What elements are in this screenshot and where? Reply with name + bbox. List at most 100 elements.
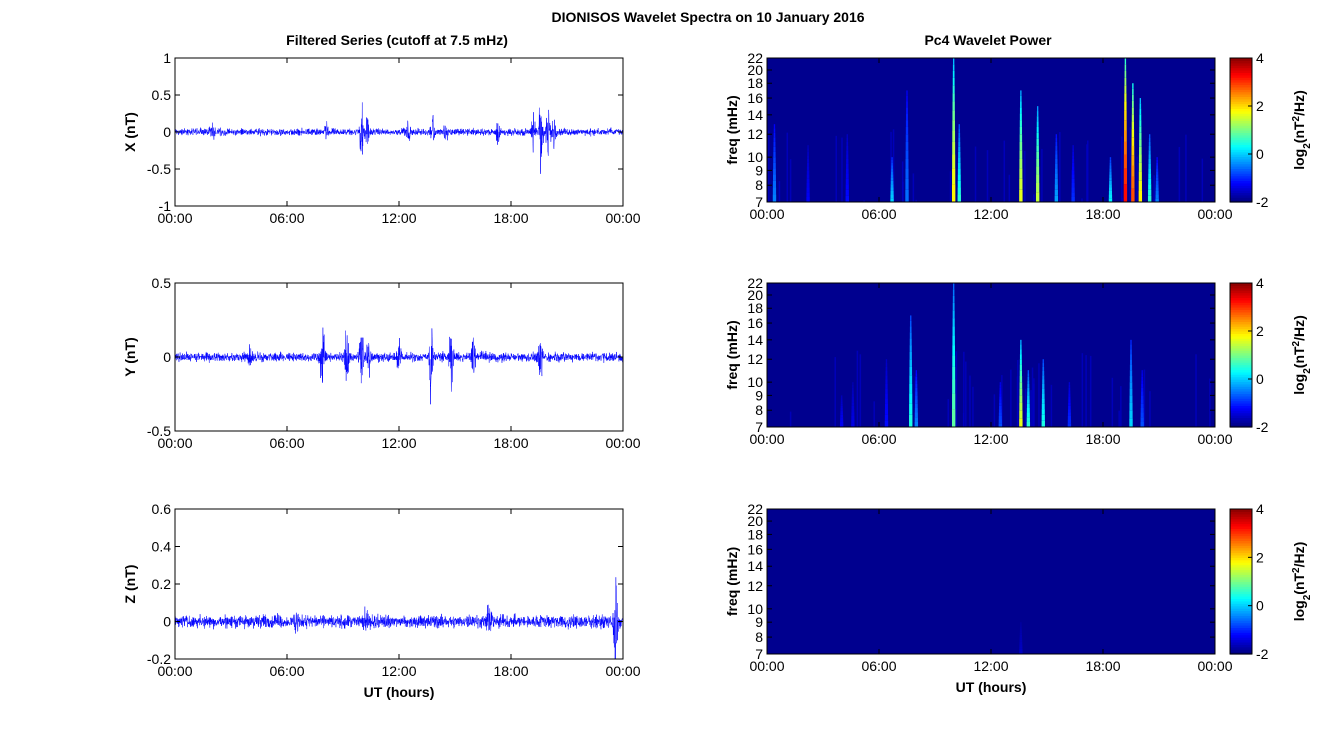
x-wavelet-feature: [1072, 158, 1075, 163]
y-wavelet-feature: [952, 335, 955, 346]
x-wavelet-streak: [892, 129, 895, 202]
z-wavelet-colorbar-segment: [1230, 608, 1252, 612]
z-wavelet-colorbar-segment: [1230, 528, 1252, 532]
x-wavelet-feature: [806, 174, 810, 179]
x-wavelet-feature: [952, 93, 955, 102]
x-wavelet-feature: [1071, 170, 1075, 175]
y-wavelet-feature: [1019, 376, 1023, 383]
y-wavelet-ytick-label: 7: [755, 419, 763, 435]
y-wavelet-feature: [885, 398, 888, 404]
x-wavelet-feature: [1109, 174, 1112, 178]
y-wavelet-ytick-label: 10: [747, 374, 763, 390]
x-wavelet-colorbar-segment: [1230, 151, 1252, 155]
y-wavelet-feature: [909, 393, 913, 404]
y-wavelet-feature: [998, 412, 1002, 416]
x-series-xtick-label: 00:00: [157, 210, 192, 226]
x-wavelet-feature: [1055, 168, 1058, 174]
y-wavelet-colorbar-segment: [1230, 417, 1252, 421]
x-wavelet-feature: [1156, 168, 1159, 172]
x-wavelet-streak: [949, 171, 952, 202]
x-wavelet-feature: [806, 178, 810, 183]
z-wavelet-ytick-label: 10: [747, 601, 763, 617]
x-wavelet-feature: [906, 95, 908, 102]
y-wavelet-colorbar-segment: [1230, 304, 1252, 308]
y-wavelet-streak: [1031, 367, 1034, 427]
z-series-ytick-label: 0: [163, 614, 171, 630]
y-wavelet-colorbar-segment: [1230, 395, 1252, 399]
x-wavelet-feature: [1109, 184, 1112, 188]
y-wavelet-colorbar-segment: [1230, 335, 1252, 339]
y-wavelet-feature: [1129, 376, 1133, 383]
y-wavelet-feature: [840, 412, 843, 415]
z-wavelet-colorbar-segment: [1230, 583, 1252, 587]
x-wavelet-colorbar-segment: [1230, 125, 1252, 129]
z-wavelet-xtick-label: 00:00: [1197, 658, 1232, 674]
x-wavelet-feature: [890, 174, 894, 178]
y-wavelet-feature: [1027, 370, 1030, 374]
y-wavelet-feature: [909, 383, 913, 394]
y-wavelet-colorbar-segment: [1230, 364, 1252, 368]
x-wavelet-feature: [1019, 107, 1022, 114]
x-wavelet-feature: [1155, 174, 1159, 178]
y-wavelet-colorbar-segment: [1230, 323, 1252, 327]
z-wavelet-colorbar-segment: [1230, 581, 1252, 585]
z-wavelet-feature: [1019, 646, 1023, 649]
y-wavelet-colorbar-segment: [1230, 309, 1252, 313]
x-wavelet-feature: [1138, 162, 1142, 172]
y-wavelet-feature: [1027, 387, 1030, 392]
x-wavelet-feature: [1055, 138, 1058, 142]
x-wavelet-colorbar-segment: [1230, 113, 1252, 117]
x-wavelet-feature: [906, 101, 908, 108]
y-wavelet-feature: [952, 283, 955, 290]
z-wavelet-feature: [1019, 651, 1023, 654]
x-wavelet-colorbar-segment: [1230, 163, 1252, 167]
y-wavelet-feature: [1042, 359, 1044, 364]
y-wavelet-feature: [1026, 417, 1030, 422]
x-wavelet-feature: [1155, 194, 1159, 199]
y-wavelet-feature: [1027, 391, 1030, 396]
z-wavelet-colorbar-segment: [1230, 644, 1252, 648]
x-wavelet-feature: [1109, 187, 1112, 191]
x-wavelet-feature: [807, 148, 809, 152]
z-series-xtick-label: 00:00: [605, 663, 640, 679]
y-wavelet-feature: [952, 310, 955, 319]
x-wavelet-feature: [1156, 159, 1158, 163]
z-wavelet-ytick-label: 8: [755, 629, 763, 645]
y-wavelet-feature: [1141, 373, 1143, 377]
x-wavelet-ytick-label: 14: [747, 107, 763, 123]
y-wavelet-feature: [1026, 412, 1030, 418]
x-wavelet-feature: [958, 157, 961, 163]
x-wavelet-colorbar-segment: [1230, 170, 1252, 174]
x-wavelet-colorbar-label: log2(nT2/Hz): [1291, 90, 1313, 170]
x-wavelet-feature: [957, 162, 961, 169]
y-wavelet-feature: [952, 295, 955, 303]
x-wavelet-feature: [906, 113, 908, 121]
z-wavelet-colorbar-segment: [1230, 625, 1252, 629]
x-wavelet-feature: [806, 192, 810, 197]
x-wavelet-feature: [957, 174, 961, 181]
y-wavelet-feature: [952, 326, 955, 336]
x-wavelet-feature: [905, 150, 909, 159]
z-series-xlabel: UT (hours): [364, 684, 435, 700]
z-wavelet-colorbar-segment: [1230, 509, 1252, 513]
x-wavelet-colorbar-segment: [1230, 106, 1252, 109]
y-wavelet-colorbar-segment: [1230, 357, 1252, 361]
y-wavelet-feature: [952, 289, 955, 296]
x-wavelet-feature: [1020, 95, 1022, 102]
y-wavelet-image: [767, 283, 1215, 427]
x-wavelet-colorbar-tick-label: 2: [1256, 98, 1264, 114]
y-wavelet-feature: [840, 410, 843, 413]
y-wavelet-ytick-label: 22: [747, 275, 763, 291]
x-wavelet-streak: [841, 137, 843, 202]
y-wavelet-colorbar-segment: [1230, 338, 1252, 342]
y-wavelet-feature: [1129, 388, 1133, 396]
y-wavelet-feature: [1140, 407, 1144, 413]
x-wavelet-feature: [1019, 141, 1023, 151]
x-wavelet-feature: [1131, 100, 1134, 108]
y-wavelet-feature: [909, 332, 912, 339]
x-wavelet-colorbar-segment: [1230, 199, 1252, 203]
x-wavelet-feature: [890, 194, 894, 199]
y-wavelet-colorbar-segment: [1230, 381, 1252, 385]
y-wavelet-streak: [1111, 377, 1114, 427]
x-wavelet-feature: [1155, 184, 1159, 188]
